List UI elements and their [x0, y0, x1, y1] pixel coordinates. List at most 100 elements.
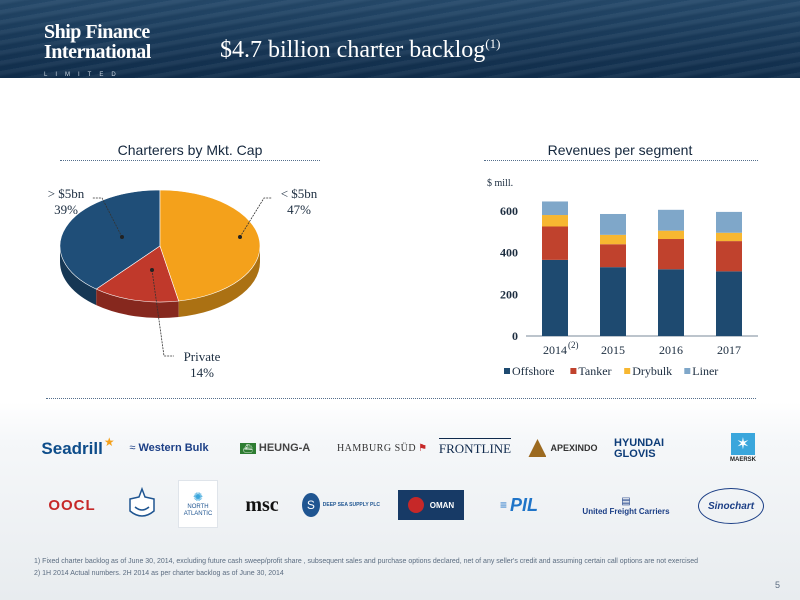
- pie-slice-large: [59, 189, 161, 290]
- logo-united-freight-carriers: ▤ United Freight Carriers: [574, 490, 678, 522]
- bar-segment-tanker-2015: [600, 244, 626, 268]
- pie-label-large-value: 39%: [54, 202, 78, 217]
- logo-hyundai-glovis-text: HYUNDAI GLOVIS: [614, 437, 665, 460]
- bar-y-tick: 400: [500, 246, 518, 260]
- logo-oocl-text: OOCL: [48, 496, 96, 514]
- logo-hyundai-glovis: HYUNDAI GLOVIS: [614, 436, 700, 462]
- pie-label-small-value: 47%: [287, 202, 311, 217]
- flag-icon: ▤: [621, 496, 631, 507]
- footnotes: 1) Fixed charter backlog as of June 30, …: [34, 556, 698, 580]
- bar-x-label: 2016: [659, 343, 683, 357]
- legend-label-tanker: Tanker: [578, 364, 611, 378]
- pie-chart: [59, 189, 272, 357]
- logo-oman-text: OMAN: [429, 500, 455, 510]
- logo-msc: msc: [242, 488, 282, 522]
- bar-segment-offshore-2015: [600, 267, 626, 336]
- star-icon: ★: [103, 435, 115, 449]
- logo-maersk: ✶ MAERSK: [726, 430, 760, 466]
- logo-sinochart: Sinochart: [698, 488, 764, 524]
- bar-segment-offshore-2014: [542, 259, 568, 336]
- logo-western-bulk-text: Western Bulk: [138, 442, 209, 454]
- pie-leader-dot-private: [150, 268, 154, 272]
- logo-line-2: International: [44, 41, 151, 63]
- ship-icon: ⛴: [239, 442, 256, 454]
- emblem-icon: [129, 487, 155, 517]
- logo-msc-text: msc: [245, 493, 279, 516]
- bar-segment-liner-2014: [542, 201, 568, 216]
- pie-sides: [60, 246, 260, 318]
- logo-line-1: Ship Finance: [44, 21, 150, 43]
- logo-apexindo: APEXINDO: [524, 436, 602, 460]
- title-text: $4.7 billion charter backlog: [220, 37, 486, 63]
- logo-deep-sea-supply-text: DEEP SEA SUPPLY PLC: [322, 502, 380, 508]
- logo-seadrill-text: Seadrill: [41, 439, 103, 458]
- pie-label-private-value: 14%: [190, 365, 214, 380]
- logo-pil: ≡ PIL: [486, 494, 552, 516]
- logo-north-atlantic: ✺ NORTH ATLANTIC: [178, 480, 218, 528]
- bar-segment-liner-2015: [600, 213, 626, 235]
- bar-marks: [542, 201, 742, 336]
- pie-side-large: [60, 246, 97, 306]
- pie-leader-dot-small: [238, 235, 242, 239]
- pie-title-underline: [60, 160, 320, 161]
- pie-leader-dot-large: [120, 235, 124, 239]
- logo-emblem: [126, 486, 158, 522]
- pie-label-large-name: > $5bn: [47, 186, 85, 201]
- star-icon: ✶: [731, 433, 755, 455]
- bar-x-label: 2015: [601, 343, 625, 357]
- bar-segment-liner-2016: [658, 209, 684, 231]
- logo-western-bulk: ≈ Western Bulk: [124, 438, 214, 458]
- logo-oocl: OOCL: [44, 494, 100, 516]
- sparkle-icon: ✺: [192, 490, 204, 504]
- logo-line-3: LIMITED: [44, 72, 124, 78]
- logo-united-freight-carriers-text: United Freight Carriers: [582, 507, 670, 516]
- bar-segment-tanker-2017: [716, 241, 742, 272]
- bar-unit-label: $ mill.: [487, 178, 513, 189]
- pie-leader-lines: [92, 197, 272, 357]
- bar-segment-tanker-2016: [658, 239, 684, 270]
- bar-x-label: 2014: [543, 343, 567, 357]
- pie-top: [59, 189, 261, 303]
- pie-label-private-name: Private: [183, 349, 221, 364]
- bar-segment-offshore-2016: [658, 269, 684, 336]
- title-footnote-ref: (1): [485, 36, 501, 51]
- logo-hamburg-sud-text: HAMBURG SÜD: [336, 442, 417, 454]
- bar-segment-drybulk-2017: [716, 232, 742, 242]
- logo-seadrill: Seadrill ★: [41, 435, 114, 462]
- pie-section-title: Charterers by Mkt. Cap: [117, 142, 263, 158]
- logo-sinochart-text: Sinochart: [707, 500, 755, 512]
- company-logo: Ship Finance International LIMITED: [44, 22, 151, 78]
- bar-segment-tanker-2014: [542, 226, 568, 260]
- logo-north-atlantic-text: NORTH ATLANTIC: [183, 504, 213, 517]
- pie-leader-private: [151, 269, 174, 357]
- bar-segment-drybulk-2015: [600, 234, 626, 245]
- bar-segment-drybulk-2014: [542, 215, 568, 227]
- logo-frontline: FRONTLINE: [438, 432, 512, 462]
- bar-y-tick: 0: [512, 329, 518, 343]
- pie-leader-small: [239, 197, 272, 238]
- header-banner: Ship Finance International LIMITED $4.7 …: [0, 0, 800, 78]
- logo-maersk-text: MAERSK: [729, 457, 756, 463]
- bar-chart: $ mill. 0 200 400 600 2014 (2) 2015 2016 2017 O…: [487, 178, 758, 378]
- bar-x-label-note: (2): [568, 340, 579, 350]
- bar-x-label: 2017: [717, 343, 741, 357]
- bar-segment-offshore-2017: [716, 271, 742, 336]
- section-divider: [46, 398, 756, 399]
- bar-segment-drybulk-2016: [658, 230, 684, 240]
- pie-leader-large: [92, 197, 123, 238]
- legend-label-drybulk: Drybulk: [632, 364, 672, 378]
- logo-frontline-text: FRONTLINE: [438, 437, 512, 457]
- bar-section-title: Revenues per segment: [547, 142, 693, 158]
- s-icon: S: [302, 493, 320, 517]
- logo-apexindo-text: APEXINDO: [550, 443, 598, 453]
- sea-texture: [0, 0, 800, 78]
- pie-slice-small: [95, 245, 180, 303]
- logo-heung-a-text: HEUNG-A: [258, 442, 311, 454]
- pie-side-small: [96, 289, 179, 318]
- pie-side-private: [178, 246, 260, 318]
- wave-icon: ≈: [129, 442, 136, 454]
- bar-y-tick: 200: [500, 287, 518, 301]
- bar-segment-liner-2017: [716, 211, 742, 233]
- bar-title-underline: [484, 160, 758, 161]
- legend-swatch-tanker: [570, 368, 577, 374]
